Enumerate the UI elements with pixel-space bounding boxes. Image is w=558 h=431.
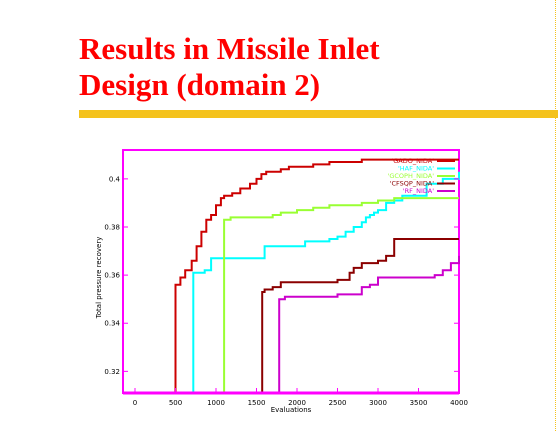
y-tick-label: 0.34: [104, 320, 120, 328]
x-tick-label: 500: [169, 399, 182, 407]
legend-label: 'CFSQP_NIDA': [390, 180, 434, 188]
x-tick-label: 2500: [329, 399, 347, 407]
title-line-1: Results in Missile Inlet: [79, 31, 380, 66]
x-tick-label: 0: [133, 399, 137, 407]
y-axis-label: Total pressure recovery: [95, 237, 103, 320]
x-tick-label: 1000: [207, 399, 225, 407]
slide-title: Results in Missile Inlet Design (domain …: [79, 31, 479, 103]
series-line-3: [223, 197, 459, 393]
y-tick-label: 0.4: [109, 175, 121, 183]
legend-label: 'GCOPH_NIDA': [388, 172, 435, 180]
x-tick-label: 4000: [450, 399, 468, 407]
x-axis-label: Evaluations: [271, 406, 312, 414]
x-tick-label: 1500: [248, 399, 266, 407]
y-tick-label: 0.32: [104, 368, 120, 376]
y-tick-label: 0.38: [104, 223, 120, 231]
title-underline-bar: [79, 110, 558, 118]
series-line-2: [192, 171, 460, 393]
legend-label: 'GADO_NIDA': [391, 157, 434, 165]
series-line-5: [278, 255, 460, 393]
x-tick-label: 2000: [288, 399, 306, 407]
y-tick-label: 0.36: [104, 272, 120, 280]
series-line-1: [174, 158, 459, 393]
legend-label: 'HAF_NIDA': [398, 165, 434, 173]
legend-label: 'RF_NIDA': [403, 187, 434, 195]
series-line-4: [261, 238, 459, 393]
right-edge-dotted-line: [555, 0, 556, 431]
title-line-2: Design (domain 2): [79, 67, 321, 102]
x-tick-label: 3000: [369, 399, 387, 407]
x-tick-label: 3500: [410, 399, 428, 407]
